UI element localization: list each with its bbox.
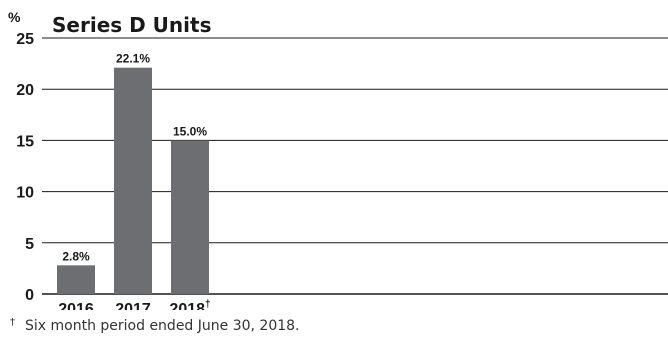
x-tick-mark: †	[205, 299, 211, 310]
value-label: 22.1%	[116, 52, 150, 66]
bar-2018	[171, 140, 209, 294]
bar-2016	[57, 265, 95, 294]
y-axis-ticks: 0 5 10 15 20 25	[16, 31, 34, 304]
x-axis-ticks: 2016 2017 2018†	[58, 299, 210, 310]
chart-title: Series D Units	[52, 13, 211, 37]
x-tick-text: 2017	[115, 301, 151, 310]
x-tick-label: 2017	[115, 301, 151, 310]
x-tick-text: 2016	[58, 301, 94, 310]
value-label: 2.8%	[62, 249, 90, 263]
y-tick-label: 15	[16, 133, 34, 150]
y-tick-label: 25	[16, 31, 34, 48]
bars	[57, 67, 209, 294]
y-tick-label: 5	[25, 236, 34, 253]
x-tick-label: 2018†	[169, 299, 210, 310]
footnote-text: Six month period ended June 30, 2018.	[25, 318, 300, 334]
x-tick-text: 2018	[169, 301, 205, 310]
value-labels: 2.8% 22.1% 15.0%	[62, 52, 207, 264]
y-tick-label: 0	[25, 287, 34, 304]
value-label: 15.0%	[173, 124, 207, 138]
y-tick-label: 10	[16, 185, 34, 202]
x-tick-label: 2016	[58, 301, 94, 310]
footnote-mark: †	[10, 317, 15, 328]
footnote: † Six month period ended June 30, 2018.	[10, 317, 300, 334]
y-axis-label: %	[8, 9, 21, 25]
bar-2017	[114, 67, 152, 294]
chart: % Series D Units 0 5 10 15 20 25 2.8% 22.1% 15.…	[8, 9, 668, 310]
y-tick-label: 20	[16, 82, 34, 99]
